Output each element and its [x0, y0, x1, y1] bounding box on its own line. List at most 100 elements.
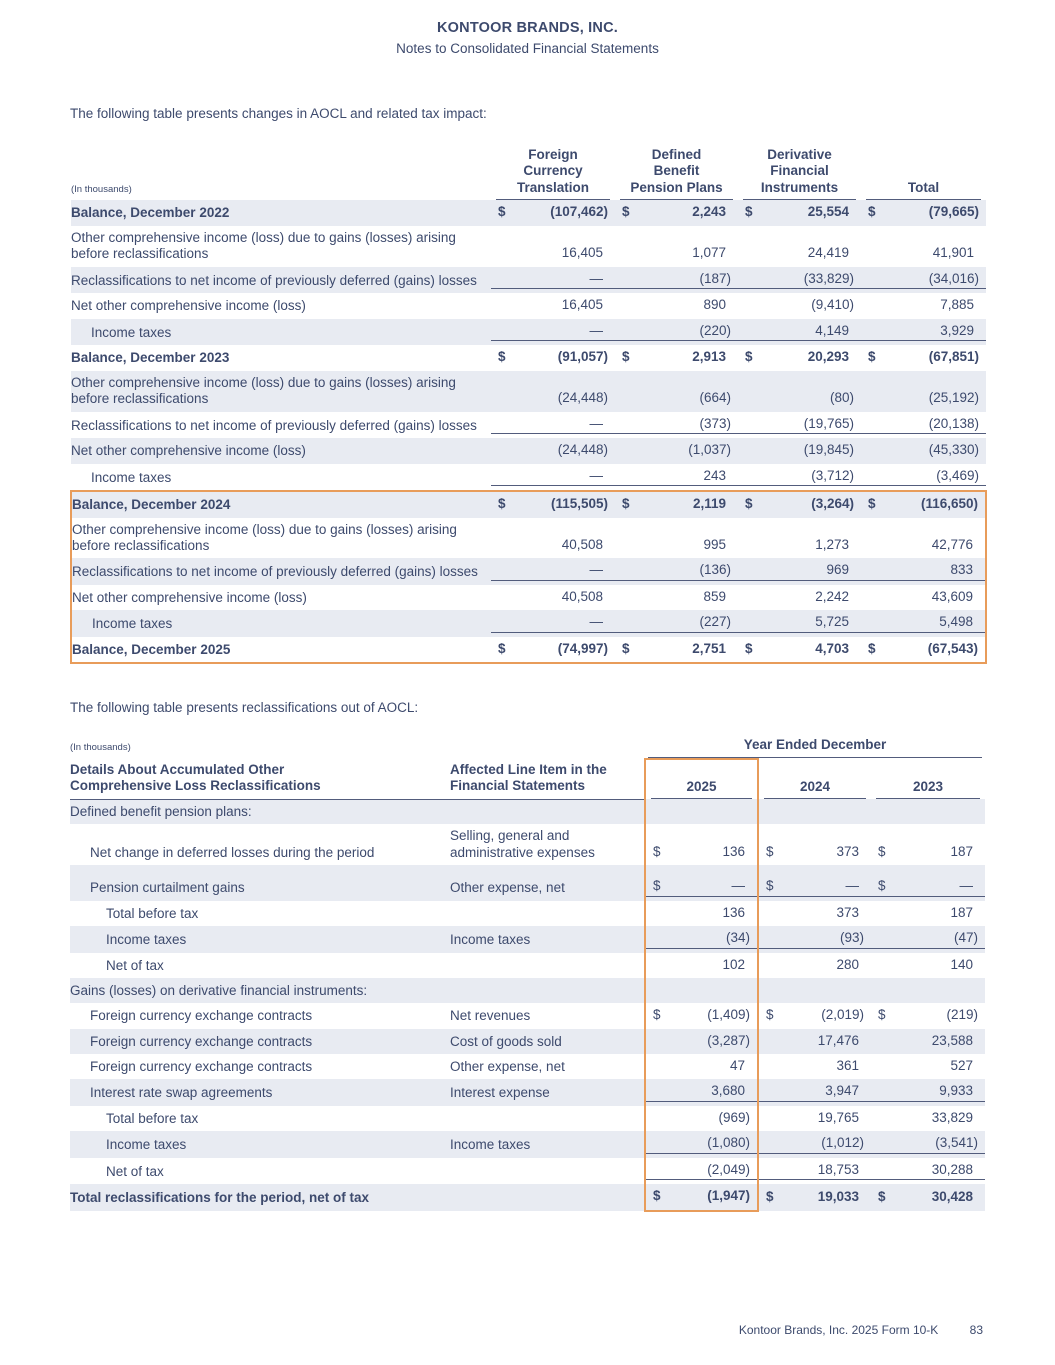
value-cell: (969): [644, 1105, 760, 1132]
cell-value: (2,019): [821, 1007, 865, 1023]
cell-line: 43,609: [861, 589, 985, 606]
cell-value: (1,080): [707, 1135, 751, 1151]
value-cell: $ (2,019): [758, 1003, 871, 1028]
currency-symbol: $: [498, 640, 506, 656]
cell-line: $ (79,665): [861, 204, 986, 221]
row-label: Interest rate swap agreements: [90, 1085, 273, 1101]
cell-line: 40,508: [491, 589, 615, 606]
cell-value: (219): [946, 1007, 979, 1023]
value-cell: 9,933: [871, 1079, 986, 1106]
cell-line: (3,712): [738, 468, 861, 487]
section-label: Gains (losses) on derivative financial i…: [70, 982, 368, 998]
cell-value: (116,650): [920, 496, 978, 512]
value-cell: [871, 978, 986, 1004]
value-cell: (3,469): [861, 464, 986, 491]
row-label: Income taxes: [106, 1137, 187, 1153]
cell-value: (115,505): [550, 496, 608, 512]
cell-value: (3,264): [811, 496, 854, 512]
cell-value: 2,242: [815, 588, 849, 604]
value-cell: —: [491, 610, 615, 637]
cell-value: (34,016): [928, 270, 979, 286]
cell-value: (187): [699, 270, 731, 286]
cell-line: (33,829): [738, 271, 861, 290]
cell-value: (91,057): [557, 349, 608, 365]
cell-line: [759, 803, 871, 820]
cell-line: (136): [615, 562, 738, 581]
currency-symbol: $: [653, 1007, 661, 1023]
currency-symbol: $: [622, 640, 630, 656]
table-row: Foreign currency exchange contracts Other…: [70, 1053, 985, 1080]
table-row: Total before tax 136 373 187: [70, 900, 985, 927]
table-row: Income taxes Income taxes (34) (93) (47): [70, 926, 986, 953]
table-row: Income taxes — (227) 5,725 5,498: [70, 610, 987, 637]
cell-line: $ (115,505): [491, 496, 615, 513]
row-label: Reclassifications to net income of previ…: [72, 564, 478, 580]
value-cell: $2,119: [615, 490, 738, 518]
table-row: Total reclassifications for the period, …: [70, 1184, 986, 1212]
cell-value: 40,508: [561, 536, 603, 552]
value-cell: 890: [615, 293, 738, 318]
cell-value: (24,448): [557, 390, 608, 406]
table-row: Other comprehensive income (loss) due to…: [71, 226, 986, 267]
cell-line: 833: [861, 562, 985, 581]
cell-value: 19,765: [817, 1109, 860, 1125]
value-cell: 136: [644, 900, 760, 927]
row-label: Other comprehensive income (loss) due to…: [72, 521, 457, 553]
row-label: Net other comprehensive income (loss): [71, 443, 306, 459]
value-cell: (34,016): [861, 266, 986, 294]
cell-value: 40,508: [561, 588, 603, 604]
currency-symbol: $: [745, 640, 753, 656]
cell-value: (1,947): [707, 1188, 751, 1204]
cell-value: 2,119: [692, 496, 726, 512]
intro-text-reclassifications: The following table presents reclassific…: [70, 700, 419, 716]
currency-symbol: $: [498, 349, 506, 365]
cell-line: 527: [871, 1058, 985, 1075]
value-cell: 7,885: [861, 293, 986, 318]
value-cell: —: [491, 558, 615, 585]
row-label-cell: Net other comprehensive income (loss): [70, 584, 491, 611]
affected-line-item: Interest expense: [450, 1085, 550, 1101]
row-label: Income taxes: [106, 932, 187, 948]
cell-line: —: [491, 416, 615, 435]
value-cell: [758, 799, 872, 825]
value-cell: 16,405: [491, 226, 615, 267]
cell-line: $30,428: [871, 1189, 985, 1206]
cell-value: 280: [836, 956, 860, 972]
table-row: Balance, December 2024 $ (115,505) $2,119 $(…: [70, 490, 987, 518]
row-label-cell: Net other comprehensive income (loss): [71, 293, 491, 318]
value-cell: (80): [738, 370, 861, 412]
value-cell: $ (107,462): [491, 200, 615, 226]
affected-line-item-cell: [450, 953, 645, 978]
cell-line: 30,288: [871, 1161, 986, 1181]
column-header-cell: Derivative Financial Instruments: [738, 147, 861, 201]
row-label-cell: Foreign currency exchange contracts: [70, 1028, 450, 1054]
value-cell: 19,765: [758, 1106, 871, 1131]
row-label-cell: Income taxes: [71, 318, 491, 346]
affected-line-item-cell: Income taxes: [450, 926, 646, 953]
cell-line: (34): [646, 930, 758, 949]
cell-value: (25,192): [928, 390, 979, 406]
cell-line: (19,765): [738, 416, 861, 435]
table-row: Pension curtailment gains Other expense, …: [70, 865, 986, 901]
cell-value: 30,288: [931, 1161, 974, 1177]
cell-line: (220): [615, 323, 738, 342]
value-cell: (9,410): [738, 293, 861, 318]
row-label-cell: Reclassifications to net income of previ…: [71, 266, 491, 294]
cell-value: (1,409): [707, 1007, 751, 1023]
currency-symbol: $: [766, 843, 774, 859]
value-cell: $ (91,057): [491, 345, 615, 370]
table-row: Reclassifications to net income of previ…: [71, 412, 986, 438]
cell-value: 9,933: [939, 1083, 974, 1099]
cell-line: 140: [871, 957, 985, 974]
cell-value: (2,049): [707, 1161, 751, 1177]
cell-line: (1,080): [646, 1135, 758, 1154]
column-header-cell: Foreign Currency Translation: [491, 147, 615, 201]
cell-value: 373: [836, 843, 860, 859]
value-cell: (1,037): [615, 438, 738, 464]
cell-line: 361: [759, 1058, 871, 1075]
row-label: Net other comprehensive income (loss): [71, 298, 306, 314]
value-cell: 16,405: [491, 293, 615, 318]
row-label: Income taxes: [91, 324, 172, 340]
value-cell: —: [491, 266, 615, 294]
currency-symbol: $: [745, 204, 753, 220]
